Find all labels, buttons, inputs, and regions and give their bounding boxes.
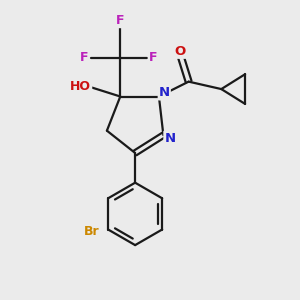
Text: F: F <box>80 51 88 64</box>
Text: N: N <box>159 86 170 99</box>
Text: F: F <box>149 51 157 64</box>
Text: HO: HO <box>70 80 91 93</box>
Text: O: O <box>174 45 185 58</box>
Text: N: N <box>164 132 175 145</box>
Text: F: F <box>116 14 124 27</box>
Text: Br: Br <box>84 225 100 239</box>
